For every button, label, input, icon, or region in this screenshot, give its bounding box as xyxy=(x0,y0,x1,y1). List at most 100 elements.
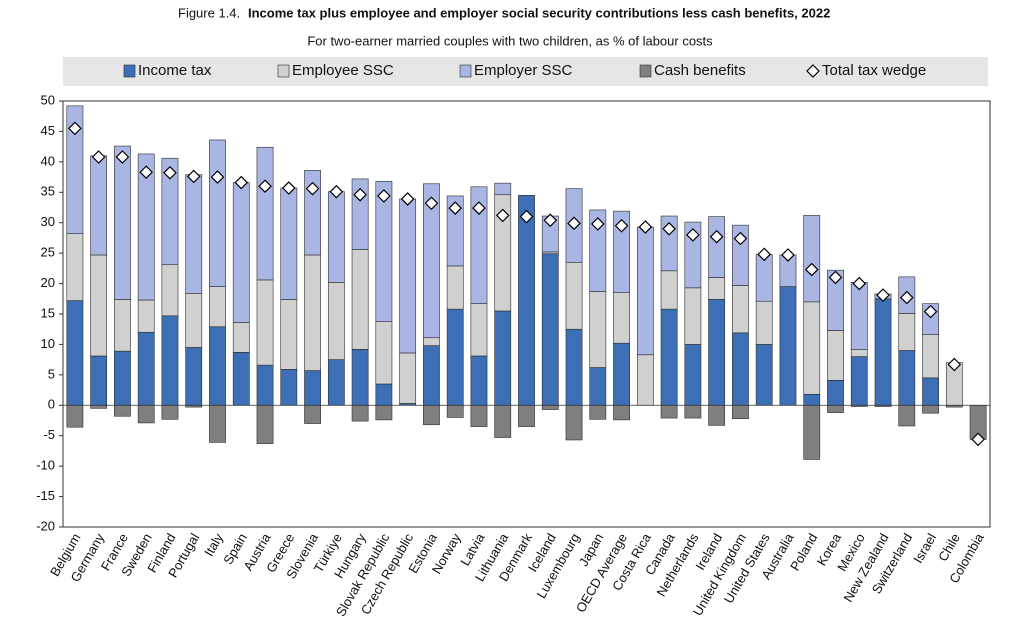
bar-segment xyxy=(114,350,131,406)
bar-segment xyxy=(256,279,274,366)
chart-subtitle: For two-earner married couples with two … xyxy=(307,33,713,48)
bar-segment xyxy=(446,404,464,418)
bar-segment xyxy=(494,182,512,196)
bar-segment xyxy=(280,187,298,300)
bar-segment xyxy=(494,310,512,406)
legend-label: Employee SSC xyxy=(292,62,394,79)
bar-segment xyxy=(898,350,916,406)
bar-segment xyxy=(375,181,393,322)
bar-segment xyxy=(850,282,868,350)
y-tick-label: 10 xyxy=(41,336,55,351)
marker xyxy=(899,290,914,305)
bar-segment xyxy=(850,356,868,406)
bar-segment xyxy=(161,315,179,406)
bar-segment xyxy=(827,330,844,381)
bar-segment xyxy=(922,334,939,379)
bar-segment xyxy=(256,404,274,444)
marker xyxy=(519,209,534,224)
bar-segment xyxy=(898,313,916,351)
marker xyxy=(876,288,890,302)
bar-segment xyxy=(684,287,702,345)
bar-segment xyxy=(304,170,321,256)
marker xyxy=(281,181,296,195)
marker xyxy=(329,184,344,199)
bar-segment xyxy=(755,344,773,406)
marker xyxy=(258,179,272,194)
bar-segment xyxy=(66,105,84,234)
bar-segment xyxy=(137,331,155,406)
bar-segment xyxy=(589,209,607,292)
legend-label: Income tax xyxy=(138,62,212,79)
bar-segment xyxy=(209,286,226,328)
legend-label: Total tax wedge xyxy=(822,62,926,79)
marker xyxy=(709,229,724,244)
bar-segment xyxy=(827,404,844,413)
bar-segment xyxy=(232,352,250,406)
marker xyxy=(543,213,558,228)
marker xyxy=(781,248,795,262)
bar-segment xyxy=(446,308,464,406)
marker xyxy=(186,169,201,184)
bar-segment xyxy=(470,355,488,406)
marker xyxy=(733,231,748,246)
title-label: Figure 1.4. xyxy=(178,5,240,20)
marker xyxy=(472,201,486,215)
bar-segment xyxy=(708,277,726,300)
bar-segment xyxy=(280,369,298,406)
bar-segment xyxy=(232,182,250,323)
y-tick-label: -20 xyxy=(36,518,55,533)
bar-segment xyxy=(90,404,108,409)
bar-segment xyxy=(850,348,868,357)
marker xyxy=(614,218,629,233)
bar-segment xyxy=(684,404,702,419)
bar-segment xyxy=(874,298,892,406)
bar-segment xyxy=(423,345,440,406)
y-tick-label: 5 xyxy=(48,366,55,381)
bar-segment xyxy=(660,270,678,310)
bar-segment xyxy=(732,332,749,406)
bar-segment xyxy=(470,303,488,357)
bar-segment xyxy=(399,198,417,354)
marker xyxy=(638,220,653,234)
marker xyxy=(163,165,177,180)
bar-segment xyxy=(161,157,179,266)
bar-segment xyxy=(589,404,607,420)
bar-segment xyxy=(66,404,84,428)
marker xyxy=(448,201,463,215)
bar-segment xyxy=(351,404,369,422)
bar-segment xyxy=(399,352,417,404)
bar-segment xyxy=(90,355,108,406)
legend-label: Cash benefits xyxy=(654,62,746,79)
y-tick-label: -10 xyxy=(36,458,55,473)
bar-segment xyxy=(256,146,274,281)
bar-segment xyxy=(256,364,274,406)
marker xyxy=(377,189,391,203)
marker xyxy=(567,216,581,231)
bar-segment xyxy=(660,308,678,406)
bar-segment xyxy=(304,404,321,424)
bar-segment xyxy=(232,322,250,353)
bar-segment xyxy=(161,404,179,420)
marker xyxy=(947,357,962,372)
y-tick-label: -15 xyxy=(36,488,55,503)
bar-segment xyxy=(922,404,939,414)
bar-segment xyxy=(613,292,630,344)
y-tick-label: 25 xyxy=(41,245,55,260)
bar-segment xyxy=(114,145,131,300)
bar-segment xyxy=(803,301,821,395)
bar-segment xyxy=(755,300,773,345)
bar-segment xyxy=(565,261,583,330)
bar-segment xyxy=(304,254,321,371)
bar-segment xyxy=(423,183,440,339)
y-tick-label: 0 xyxy=(48,397,55,412)
bar-segment xyxy=(589,367,607,406)
bar-segment xyxy=(755,254,773,302)
marker xyxy=(353,187,367,202)
bar-segment xyxy=(90,254,108,357)
marker xyxy=(662,221,676,236)
bar-segment xyxy=(827,380,844,406)
bar-segment xyxy=(565,404,583,441)
bar-segment xyxy=(732,404,749,419)
bar-segment xyxy=(90,155,108,256)
